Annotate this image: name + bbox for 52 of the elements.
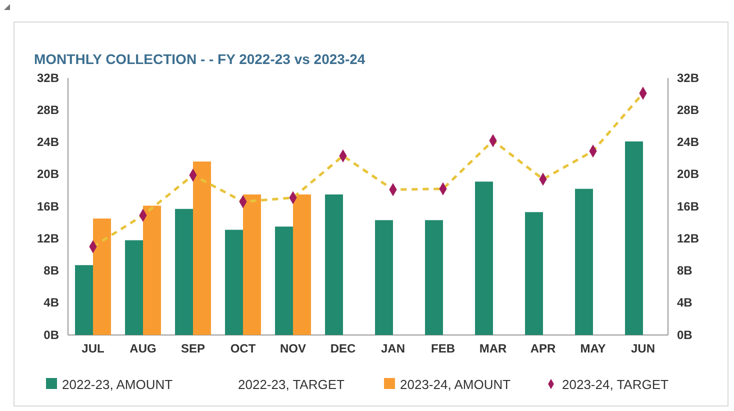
bar (193, 162, 211, 335)
y2-tick-label: 0B (677, 328, 693, 342)
y-tick-label: 16B (36, 199, 60, 214)
bar (425, 220, 443, 335)
x-tick-label: APR (530, 342, 556, 356)
bar (75, 265, 93, 335)
y2-tick-label: 8B (677, 264, 693, 278)
x-tick-label: FEB (431, 342, 456, 356)
bar (325, 194, 343, 335)
y-tick-label: 12B (36, 231, 60, 246)
y-tick-label: 24B (36, 135, 60, 150)
x-tick-label: OCT (230, 342, 256, 356)
bar (293, 194, 311, 335)
legend-label: 2023-24, TARGET (562, 377, 669, 392)
y2-tick-label: 24B (677, 135, 700, 150)
x-tick-label: MAY (580, 342, 606, 356)
x-tick-label: DEC (330, 342, 356, 356)
bar (525, 212, 543, 335)
x-tick-label: JUN (630, 342, 656, 356)
x-tick-label: JAN (380, 342, 406, 356)
bar (275, 226, 293, 335)
bar (475, 182, 493, 335)
bar (575, 188, 593, 335)
bar (175, 208, 193, 335)
y-tick-label: 20B (36, 167, 60, 182)
text: 2022-23, TARGET (238, 377, 345, 392)
y-tick-label: 0B (44, 328, 60, 342)
bar (125, 240, 143, 335)
y2-tick-label: 12B (677, 231, 700, 246)
y2-tick-label: 20B (677, 167, 700, 182)
bar (225, 230, 243, 335)
y-tick-label: 8B (44, 264, 60, 278)
bar (625, 141, 643, 335)
bar (375, 220, 393, 335)
legend-label: 2022-23, AMOUNT (62, 377, 173, 392)
bar (143, 206, 161, 335)
y-tick-label: 32B (36, 70, 60, 85)
y-tick-label: 4B (44, 296, 60, 310)
x-tick-label: MAR (479, 342, 507, 356)
x-tick-label: SEP (180, 342, 206, 356)
bar (93, 218, 111, 335)
y2-tick-label: 28B (677, 102, 700, 117)
x-tick-label: AUG (130, 342, 156, 356)
y2-tick-label: 4B (677, 296, 693, 310)
x-tick-label: NOV (280, 342, 306, 356)
y-tick-label: 28B (36, 102, 60, 117)
y2-tick-label: 16B (677, 199, 700, 214)
x-tick-label: JUL (82, 342, 104, 356)
y2-tick-label: 32B (677, 70, 700, 85)
bar (243, 194, 261, 335)
legend-label: 2023-24, AMOUNT (400, 377, 511, 392)
chart-title: MONTHLY COLLECTION - - FY 2022-23 vs 2023-24 (34, 51, 366, 67)
